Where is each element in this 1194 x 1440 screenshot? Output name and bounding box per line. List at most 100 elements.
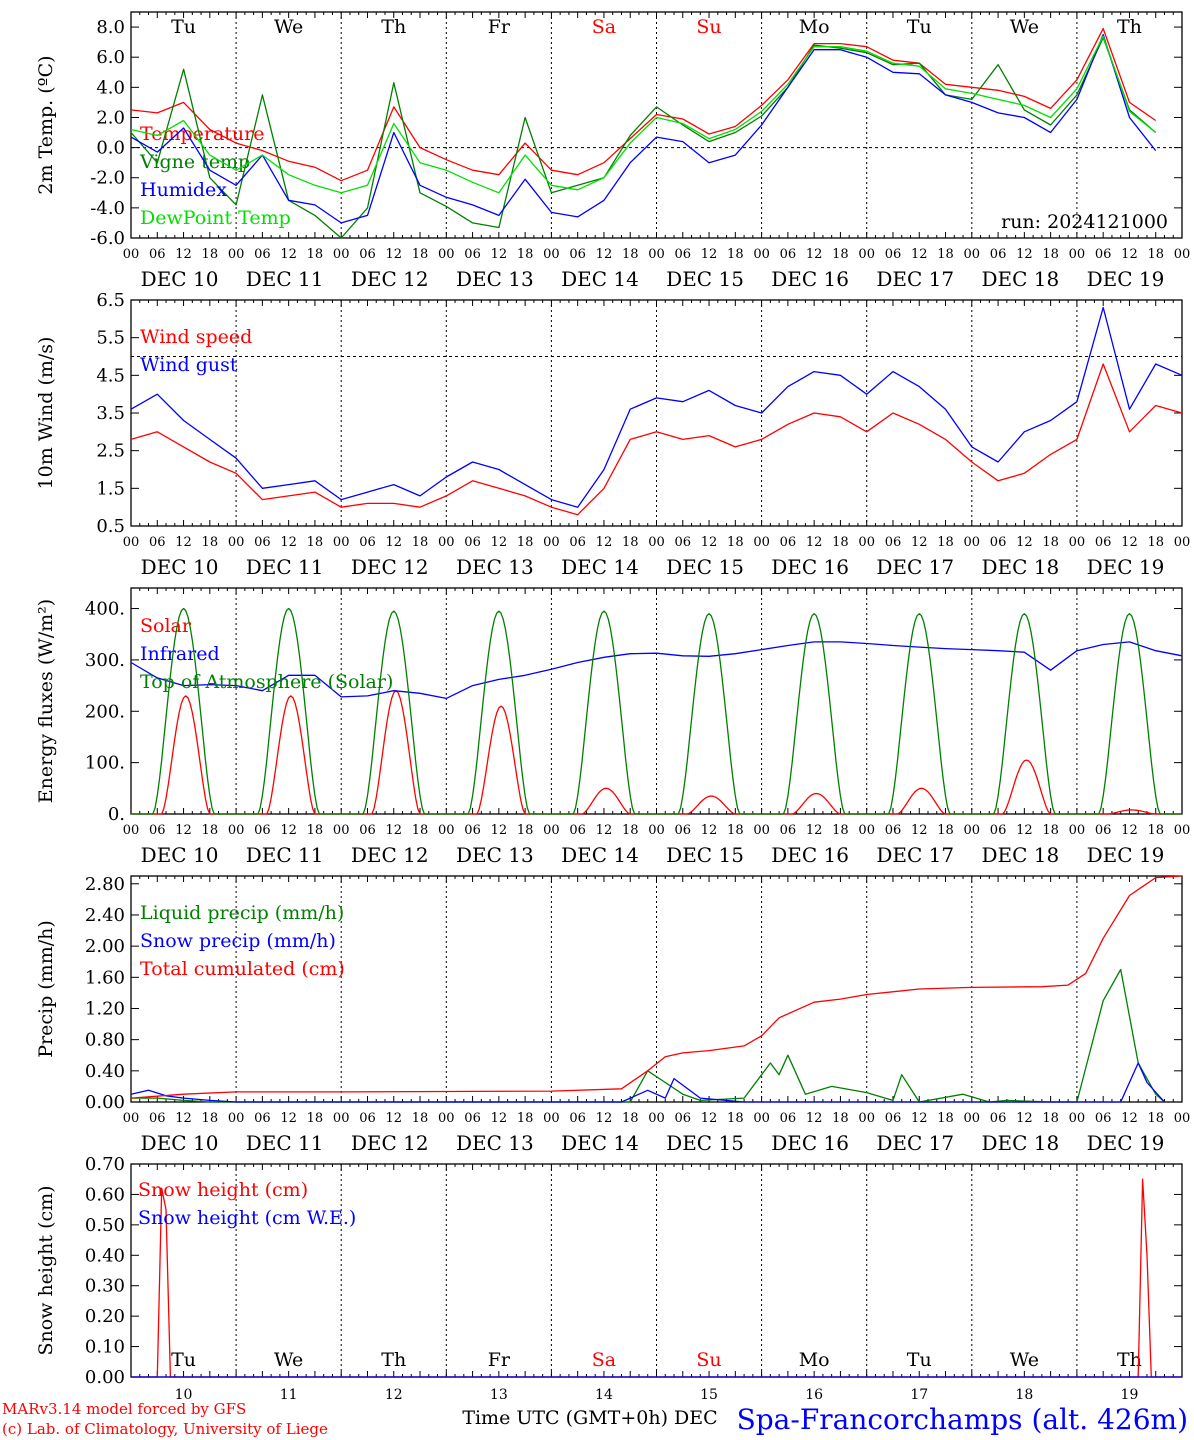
x-hour-label: 06 [464, 823, 481, 838]
y-tick-label: 0.20 [85, 1306, 125, 1327]
x-hour-label: 06 [675, 535, 692, 550]
y-tick-label: 4.5 [96, 365, 125, 386]
x-hour-label: 06 [254, 247, 271, 262]
x-hour-label: 12 [280, 535, 297, 550]
x-date-label: DEC 14 [561, 267, 639, 291]
x-hour-label: 00 [438, 823, 455, 838]
x-date-label: DEC 16 [771, 267, 849, 291]
x-date-label: DEC 11 [246, 267, 324, 291]
series-line [130, 641, 1183, 700]
x-hour-label: 00 [228, 823, 245, 838]
x-hour-label: 06 [254, 535, 271, 550]
x-hour-label: 06 [359, 247, 376, 262]
weekday-label: We [274, 1349, 303, 1371]
x-hour-label: 00 [648, 247, 665, 262]
y-tick-label: 200. [85, 701, 125, 722]
legend-entry: Snow height (cm W.E.) [138, 1207, 356, 1229]
x-hour-label: 18 [832, 535, 849, 550]
x-hour-label: 06 [1095, 247, 1112, 262]
x-hour-label: 00 [753, 247, 770, 262]
x-hour-label: 18 [412, 823, 429, 838]
model-credit-line: MARv3.14 model forced by GFS [2, 1400, 247, 1418]
x-date-label: DEC 18 [981, 1131, 1059, 1155]
weekday-label: Mo [799, 16, 830, 38]
x-hour-label: 00 [228, 247, 245, 262]
x-hour-label: 00 [123, 247, 140, 262]
x-hour-label: 00 [1174, 823, 1191, 838]
x-hour-label: 06 [885, 823, 902, 838]
x-hour-label: 00 [228, 535, 245, 550]
weekday-label: We [274, 16, 303, 38]
x-hour-label: 00 [1174, 247, 1191, 262]
y-tick-label: -4.0 [90, 198, 125, 219]
y-tick-label: 4.0 [96, 77, 125, 98]
x-hour-label: 18 [1042, 1111, 1059, 1126]
x-date-label: DEC 10 [141, 555, 219, 579]
x-hour-label: 12 [385, 247, 402, 262]
x-hour-label: 06 [569, 1111, 586, 1126]
x-hour-label: 00 [1069, 247, 1086, 262]
x-hour-label: 18 [1042, 823, 1059, 838]
x-date-label: DEC 19 [1087, 843, 1165, 867]
x-hour-label: 06 [149, 535, 166, 550]
x-hour-label: 00 [333, 535, 350, 550]
y-tick-label: 3.5 [96, 403, 125, 424]
y-tick-label: 0.50 [85, 1215, 125, 1236]
x-hour-label: 00 [543, 247, 560, 262]
x-hour-label: 18 [307, 1111, 324, 1126]
x-hour-label: 18 [202, 1111, 219, 1126]
legend-entry: Humidex [140, 179, 227, 201]
x-hour-label: 00 [964, 823, 981, 838]
x-day-number: 18 [1015, 1387, 1033, 1403]
x-date-label: DEC 12 [351, 843, 429, 867]
x-hour-label: 00 [964, 247, 981, 262]
x-date-label: DEC 12 [351, 267, 429, 291]
x-hour-label: 06 [359, 535, 376, 550]
x-hour-label: 00 [333, 247, 350, 262]
series-line [130, 875, 1183, 1099]
weekday-label: Fr [488, 1349, 511, 1371]
y-tick-label: 0.00 [85, 1092, 125, 1113]
x-hour-label: 12 [280, 823, 297, 838]
y-axis-label: Energy fluxes (W/m²) [35, 599, 57, 803]
x-hour-label: 18 [202, 823, 219, 838]
x-hour-label: 12 [385, 1111, 402, 1126]
x-hour-label: 06 [780, 247, 797, 262]
x-hour-label: 18 [727, 823, 744, 838]
x-hour-label: 12 [1016, 535, 1033, 550]
x-date-label: DEC 18 [981, 555, 1059, 579]
y-tick-label: 1.5 [96, 478, 125, 499]
x-date-label: DEC 17 [876, 1131, 954, 1155]
x-hour-label: 06 [569, 823, 586, 838]
x-hour-label: 12 [911, 535, 928, 550]
panel-1: -6.0 -4.0 -2.0 0.0 2.0 4.0 6.0 8.0 2m Temp. (ºC)… [35, 11, 1191, 291]
y-axis-label: Snow height (cm) [35, 1185, 57, 1355]
y-tick-label: 1.20 [85, 998, 125, 1019]
x-hour-label: 00 [228, 1111, 245, 1126]
x-hour-label: 06 [990, 247, 1007, 262]
y-tick-label: -2.0 [90, 168, 125, 189]
weekday-label: Tu [171, 1349, 196, 1371]
x-hour-label: 12 [385, 535, 402, 550]
run-annotation: run: 2024121000 [1001, 211, 1168, 233]
x-date-label: DEC 11 [246, 555, 324, 579]
x-date-label: DEC 13 [456, 843, 534, 867]
y-tick-label: 100. [85, 753, 125, 774]
series-line [131, 968, 1165, 1103]
x-day-number: 19 [1121, 1387, 1139, 1403]
x-hour-label: 12 [596, 535, 613, 550]
x-hour-label: 00 [333, 823, 350, 838]
y-tick-label: 0.80 [85, 1030, 125, 1051]
weekday-label: Fr [488, 16, 511, 38]
y-tick-label: 8.0 [96, 17, 125, 38]
x-date-label: DEC 19 [1087, 1131, 1165, 1155]
x-day-number: 17 [910, 1387, 928, 1403]
x-hour-label: 00 [543, 1111, 560, 1126]
x-date-label: DEC 16 [771, 555, 849, 579]
x-hour-label: 12 [911, 823, 928, 838]
x-hour-label: 06 [675, 1111, 692, 1126]
x-hour-label: 06 [569, 535, 586, 550]
legend-entry: Vigne temp [139, 151, 250, 173]
plot-frame [130, 299, 1183, 527]
x-day-number: 10 [175, 1387, 193, 1403]
